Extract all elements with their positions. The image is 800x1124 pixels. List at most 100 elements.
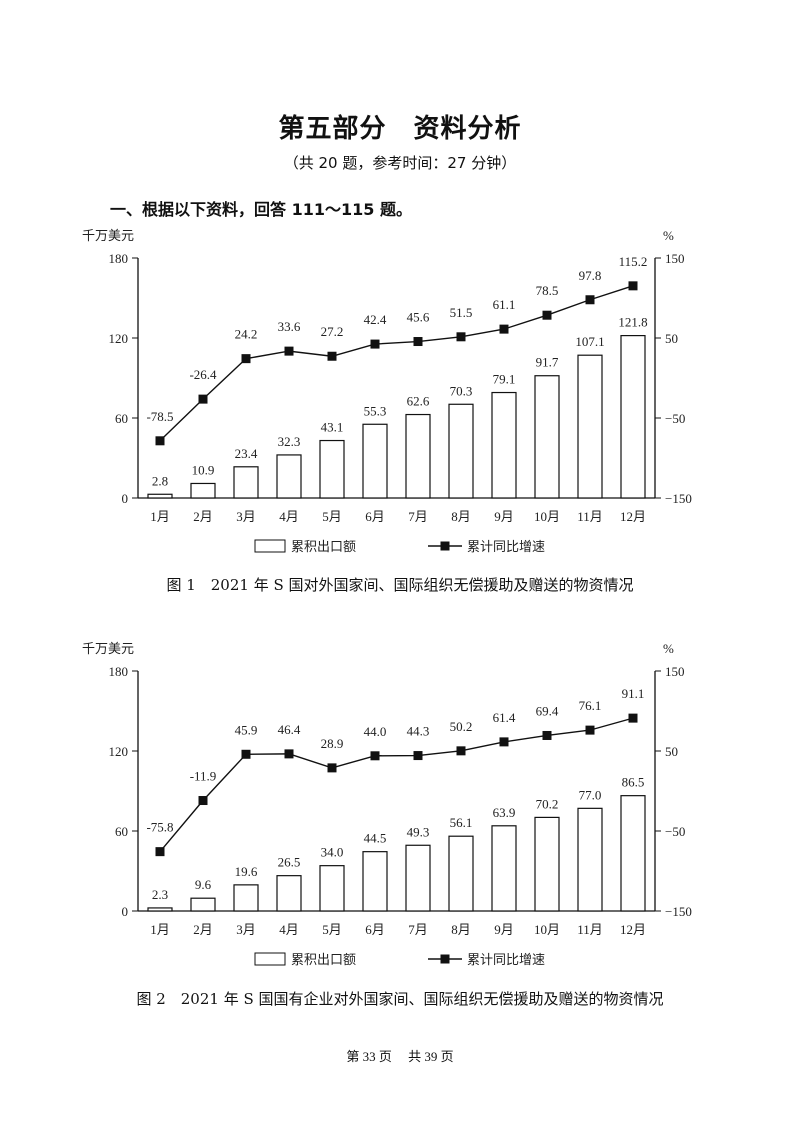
x-tick-label: 3月 bbox=[236, 922, 256, 937]
growth-line bbox=[159, 285, 634, 442]
legend-line-label: 累计同比增速 bbox=[467, 952, 545, 967]
bar bbox=[405, 413, 431, 499]
line-marker bbox=[413, 751, 423, 761]
left-tick-label: 0 bbox=[122, 491, 129, 506]
bar bbox=[534, 375, 560, 499]
right-tick-label: 150 bbox=[665, 664, 685, 679]
line-marker bbox=[542, 730, 552, 740]
line-marker bbox=[542, 310, 552, 320]
bar-value-label: 32.3 bbox=[278, 434, 301, 449]
bar bbox=[276, 875, 302, 912]
line-marker bbox=[628, 713, 638, 723]
line-marker bbox=[284, 346, 294, 356]
x-tick-label: 1月 bbox=[150, 922, 170, 937]
section-heading: 一、根据以下资料，回答 111～115 题。 bbox=[110, 200, 412, 219]
bar-value-label: 55.3 bbox=[364, 403, 387, 418]
line-marker bbox=[499, 324, 509, 334]
right-tick-label: −50 bbox=[665, 411, 685, 426]
x-tick-label: 2月 bbox=[193, 922, 213, 937]
left-axis-unit: 千万美元 bbox=[82, 641, 134, 656]
bar bbox=[405, 844, 431, 912]
bar bbox=[276, 454, 302, 499]
bar bbox=[577, 354, 603, 499]
bar-value-label: 107.1 bbox=[575, 334, 604, 349]
x-tick-label: 8月 bbox=[451, 509, 471, 524]
x-tick-label: 12月 bbox=[620, 509, 646, 524]
x-tick-label: 7月 bbox=[408, 509, 428, 524]
legend-bar-swatch bbox=[254, 539, 286, 553]
x-tick-label: 4月 bbox=[279, 509, 299, 524]
left-tick-label: 120 bbox=[109, 331, 129, 346]
bar-value-label: 44.5 bbox=[364, 831, 387, 846]
left-tick-label: 0 bbox=[122, 904, 129, 919]
x-tick-label: 9月 bbox=[494, 509, 514, 524]
bar-value-label: 79.1 bbox=[493, 372, 516, 387]
line-value-label: 46.4 bbox=[278, 722, 301, 737]
right-tick-label: 150 bbox=[665, 251, 685, 266]
bar bbox=[319, 439, 345, 499]
bar bbox=[448, 403, 474, 499]
bar-value-label: 26.5 bbox=[278, 855, 301, 870]
left-axis-unit: 千万美元 bbox=[82, 228, 134, 243]
x-tick-label: 10月 bbox=[534, 922, 560, 937]
bar bbox=[491, 825, 517, 912]
x-tick-label: 6月 bbox=[365, 922, 385, 937]
line-value-label: 76.1 bbox=[579, 698, 602, 713]
bar-value-label: 9.6 bbox=[195, 877, 212, 892]
bar bbox=[233, 466, 259, 499]
line-marker bbox=[284, 749, 294, 759]
line-marker bbox=[499, 737, 509, 747]
line-marker bbox=[585, 725, 595, 735]
bar bbox=[491, 391, 517, 499]
bar bbox=[147, 493, 173, 499]
line-marker bbox=[198, 394, 208, 404]
line-value-label: 115.2 bbox=[619, 254, 648, 269]
page-subtitle: （共 20 题，参考时间：27 分钟） bbox=[283, 154, 517, 172]
line-value-label: -78.5 bbox=[146, 409, 173, 424]
legend-bar-label: 累积出口额 bbox=[291, 952, 356, 967]
bar-value-label: 23.4 bbox=[235, 446, 258, 461]
left-tick-label: 180 bbox=[109, 251, 129, 266]
right-tick-label: −150 bbox=[665, 491, 692, 506]
page-footer: 第 33 页 共 39 页 bbox=[346, 1049, 454, 1064]
bar-value-label: 34.0 bbox=[321, 845, 344, 860]
bar-value-label: 63.9 bbox=[493, 805, 516, 820]
right-tick-label: 50 bbox=[665, 744, 678, 759]
line-marker bbox=[456, 332, 466, 342]
x-tick-label: 2月 bbox=[193, 509, 213, 524]
line-value-label: 44.3 bbox=[407, 724, 430, 739]
x-tick-label: 8月 bbox=[451, 922, 471, 937]
line-marker bbox=[155, 436, 165, 446]
x-tick-label: 12月 bbox=[620, 922, 646, 937]
bar-value-label: 77.0 bbox=[579, 787, 602, 802]
bar bbox=[233, 884, 259, 912]
right-tick-label: −150 bbox=[665, 904, 692, 919]
bar-value-label: 62.6 bbox=[407, 394, 430, 409]
bar-value-label: 10.9 bbox=[192, 462, 215, 477]
bar bbox=[620, 335, 646, 499]
bar-value-label: 70.3 bbox=[450, 383, 473, 398]
line-value-label: -26.4 bbox=[189, 367, 217, 382]
x-tick-label: 6月 bbox=[365, 509, 385, 524]
line-marker bbox=[628, 281, 638, 291]
bar bbox=[362, 851, 388, 912]
x-tick-label: 3月 bbox=[236, 509, 256, 524]
bar bbox=[319, 865, 345, 912]
line-value-label: 27.2 bbox=[321, 324, 344, 339]
bar-value-label: 19.6 bbox=[235, 864, 258, 879]
bar-value-label: 2.8 bbox=[152, 473, 168, 488]
line-marker bbox=[413, 337, 423, 347]
line-value-label: 51.5 bbox=[450, 305, 473, 320]
legend-line-marker bbox=[440, 541, 450, 551]
legend-bar-swatch bbox=[254, 952, 286, 966]
bar-value-label: 86.5 bbox=[622, 775, 645, 790]
line-marker bbox=[155, 847, 165, 857]
line-value-label: 61.1 bbox=[493, 297, 516, 312]
line-marker bbox=[370, 751, 380, 761]
growth-line bbox=[159, 717, 634, 853]
chart-2-caption: 图 2 2021 年 S 国国有企业对外国家间、国际组织无偿援助及赠送的物资情况 bbox=[136, 990, 664, 1008]
line-value-label: 91.1 bbox=[622, 686, 645, 701]
line-value-label: 45.6 bbox=[407, 310, 430, 325]
